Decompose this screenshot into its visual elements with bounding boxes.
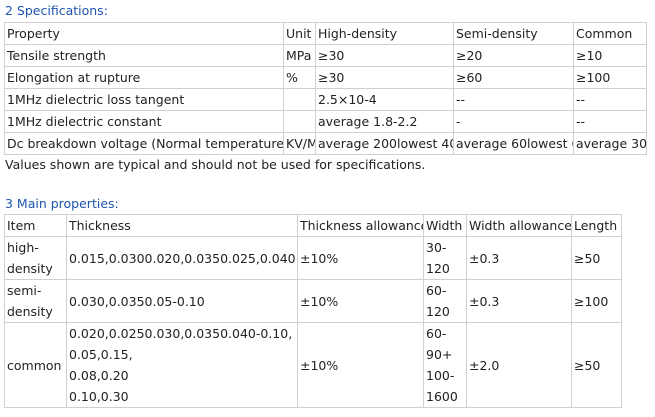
cell: ±2.0 (466, 322, 572, 408)
cell: KV/M (283, 132, 316, 155)
cell: 2.5×10-4 (315, 88, 454, 111)
cell: ≥10 (573, 44, 647, 67)
cell: ≥60 (453, 66, 574, 89)
cell-line: high- (7, 240, 39, 255)
cell: semi-density (4, 279, 67, 323)
cell: % (283, 66, 316, 89)
cell: ≥20 (453, 44, 574, 67)
cell-line: 0.10,0.30 (69, 389, 129, 404)
cell: -- (573, 110, 647, 133)
cell: MPa (283, 44, 316, 67)
cell (283, 110, 316, 133)
cell-line: density (7, 304, 53, 319)
row: 1MHz dielectric loss tangent 2.5×10-4 -- -- (4, 88, 647, 111)
cell: 60- 90+ 100- 1600 (423, 322, 467, 408)
cell: High-density (315, 22, 454, 45)
cell: ≥50 (571, 322, 622, 408)
cell: 60- 120 (423, 279, 467, 323)
cell: high-density (4, 236, 67, 280)
row: Tensile strength MPa ≥30 ≥20 ≥10 (4, 44, 647, 67)
cell: Common (573, 22, 647, 45)
cell-line: 100- (426, 368, 455, 383)
cell-line: 0.05,0.15, (69, 347, 133, 362)
cell: Width allowance (466, 214, 572, 237)
cell: ≥100 (573, 66, 647, 89)
cell-line: 60- (426, 283, 447, 298)
cell (283, 88, 316, 111)
cell: 30- 120 (423, 236, 467, 280)
cell: ≥30 (315, 44, 454, 67)
cell: 1MHz dielectric constant (4, 110, 284, 133)
cell: ≥50 (571, 236, 622, 280)
spec-table: Property Unit High-density Semi-density Comm… (4, 22, 647, 155)
cell: - (453, 110, 574, 133)
cell: Semi-density (453, 22, 574, 45)
cell-line: 0.08,0.20 (69, 368, 129, 383)
cell: ±0.3 (466, 236, 572, 280)
cell: Tensile strength (4, 44, 284, 67)
row: semi-density 0.030,0.0350.05-0.10 ±10% 60- 1… (4, 279, 622, 323)
row: common 0.020,0.0250.030,0.0350.040-0.10, 0… (4, 322, 622, 408)
cell: 0.030,0.0350.05-0.10 (66, 279, 298, 323)
cell: ≥100 (571, 279, 622, 323)
cell: Unit (283, 22, 316, 45)
cell: average 1.8-2.2 (315, 110, 454, 133)
cell: -- (573, 88, 647, 111)
cell: Thickness (66, 214, 298, 237)
properties-table: Item Thickness Thickness allowance Width Wid… (4, 214, 622, 408)
cell-line: 90+ (426, 347, 453, 362)
cell: 0.015,0.0300.020,0.0350.025,0.040 (66, 236, 298, 280)
cell: -- (453, 88, 574, 111)
cell: average 200lowest 40 (315, 132, 454, 155)
cell: 0.020,0.0250.030,0.0350.040-0.10, 0.05,0.… (66, 322, 298, 408)
header-row: Property Unit High-density Semi-density Comm… (4, 22, 647, 45)
cell: ±10% (297, 279, 424, 323)
section-title: 2 Specifications: (5, 3, 108, 18)
cell-line: 120 (426, 261, 450, 276)
cell: Length (571, 214, 622, 237)
section-title: 3 Main properties: (5, 196, 119, 211)
table-body: Property Unit High-density Semi-density Comm… (4, 22, 647, 155)
cell-line: semi- (7, 283, 42, 298)
header-row: Item Thickness Thickness allowance Width Wid… (4, 214, 622, 237)
table-body: Item Thickness Thickness allowance Width Wid… (4, 214, 622, 408)
cell: average 30 (573, 132, 647, 155)
cell: Dc breakdown voltage (Normal temperature… (4, 132, 284, 155)
note: Values shown are typical and should not … (5, 157, 426, 172)
row: 1MHz dielectric constant average 1.8-2.2-… (4, 110, 647, 133)
cell-line: 30- (426, 240, 447, 255)
cell: common (4, 322, 67, 408)
cell: ±10% (297, 236, 424, 280)
cell: Item (4, 214, 67, 237)
cell-line: density (7, 261, 53, 276)
cell: ±10% (297, 322, 424, 408)
cell: Elongation at rupture (4, 66, 284, 89)
cell: Width (423, 214, 467, 237)
row: Dc breakdown voltage (Normal temperature… (4, 132, 647, 155)
cell: ≥30 (315, 66, 454, 89)
cell: average 60lowest 6 (453, 132, 574, 155)
cell-line: 1600 (426, 389, 458, 404)
cell-line: 60- (426, 326, 447, 341)
cell: 1MHz dielectric loss tangent (4, 88, 284, 111)
cell-line: 120 (426, 304, 450, 319)
cell: ±0.3 (466, 279, 572, 323)
cell-line: 0.020,0.0250.030,0.0350.040-0.10, (69, 326, 293, 341)
cell: Thickness allowance (297, 214, 424, 237)
row: Elongation at rupture% ≥30 ≥60 ≥100 (4, 66, 647, 89)
cell: Property (4, 22, 284, 45)
row: high-density 0.015,0.0300.020,0.0350.025,… (4, 236, 622, 280)
